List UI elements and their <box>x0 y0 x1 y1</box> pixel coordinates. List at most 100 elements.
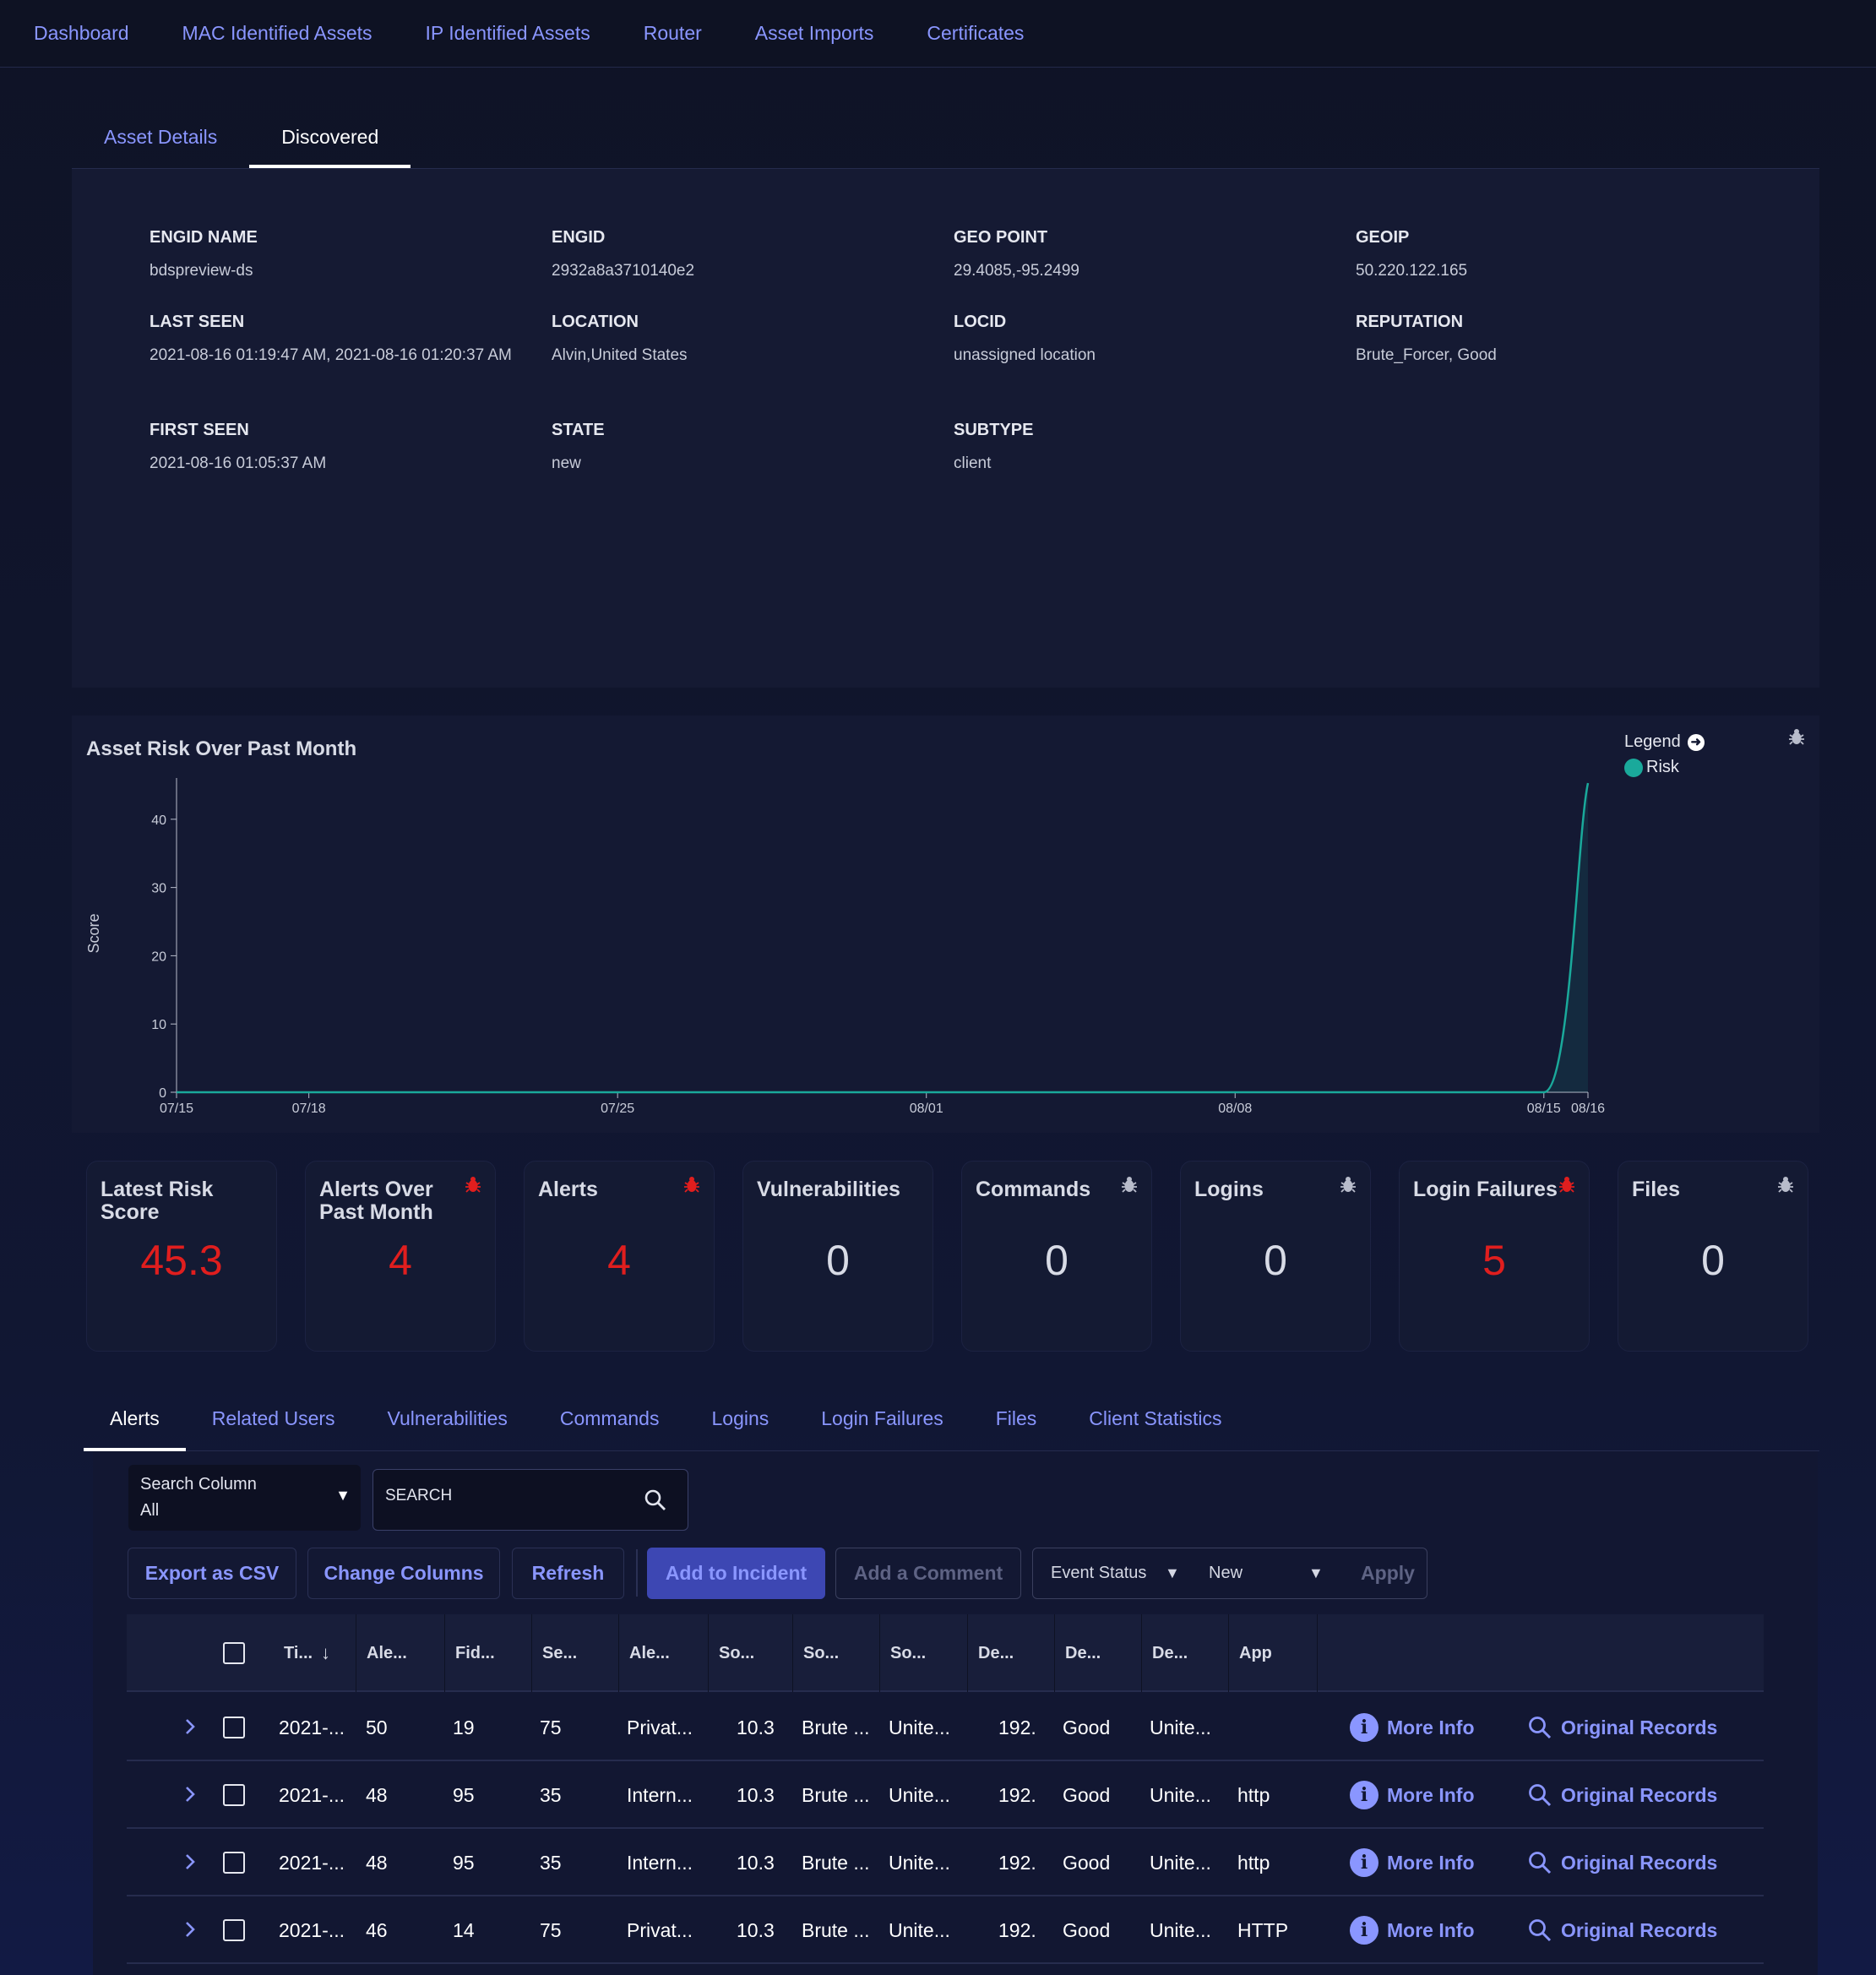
tab-asset-details[interactable]: Asset Details <box>104 126 218 148</box>
column-header[interactable]: Fid... <box>445 1614 532 1692</box>
more-info-link[interactable]: i More Info <box>1350 1896 1475 1964</box>
table-row[interactable]: 2021-... 48 95 35 Intern... 10.3 Brute ... Unit… <box>127 1761 1764 1829</box>
stat-card-login-failures[interactable]: Login Failures 5 <box>1399 1161 1590 1352</box>
stat-card-vulnerabilities[interactable]: Vulnerabilities 0 <box>742 1161 933 1352</box>
add-to-incident-button[interactable]: Add to Incident <box>647 1548 825 1599</box>
nav-asset-imports[interactable]: Asset Imports <box>754 22 874 44</box>
add-comment-button[interactable]: Add a Comment <box>835 1548 1021 1599</box>
tab-related-users[interactable]: Related Users <box>211 1407 335 1429</box>
risk-chart: Score 0 10 20 30 40 07/15 07/18 07/25 08/01 08/08… <box>85 778 1605 1116</box>
reputation-value: Brute_Forcer, Good <box>1356 346 1497 364</box>
original-records-link[interactable]: Original Records <box>1527 1761 1717 1829</box>
column-header[interactable]: De... <box>1142 1614 1229 1692</box>
reputation-field: REPUTATION Brute_Forcer, Good <box>1356 313 1736 367</box>
legend-toggle[interactable]: Legend ➜ <box>1624 732 1705 752</box>
nav-mac-identified-assets[interactable]: MAC Identified Assets <box>182 22 372 44</box>
column-header[interactable]: De... <box>1055 1614 1142 1692</box>
change-columns-button[interactable]: Change Columns <box>307 1548 500 1599</box>
search-input[interactable] <box>385 1487 639 1505</box>
status-value-select[interactable]: New <box>1209 1564 1243 1582</box>
original-records-link[interactable]: Original Records <box>1527 1694 1717 1761</box>
event-status-select[interactable]: Event Status <box>1051 1564 1147 1582</box>
chevron-right-icon[interactable] <box>181 1717 199 1736</box>
location-label: LOCATION <box>552 313 639 331</box>
refresh-button[interactable]: Refresh <box>512 1548 624 1599</box>
stat-card-latest-risk-score[interactable]: Latest Risk Score 45.3 <box>86 1161 277 1352</box>
search-icon[interactable] <box>644 1488 667 1512</box>
column-header[interactable]: De... <box>968 1614 1055 1692</box>
nav-dashboard[interactable]: Dashboard <box>34 22 129 44</box>
column-header[interactable]: App <box>1229 1614 1318 1692</box>
original-records-link[interactable]: Original Records <box>1527 1896 1717 1964</box>
more-info-link[interactable]: i More Info <box>1350 1829 1475 1896</box>
table-cell: 95 <box>453 1852 475 1874</box>
table-cell: 75 <box>540 1919 562 1941</box>
stat-card-alerts[interactable]: Alerts 4 <box>524 1161 715 1352</box>
stat-card-alerts-over-past-month[interactable]: Alerts Over Past Month 4 <box>305 1161 496 1352</box>
sort-down-icon[interactable]: ↓ <box>321 1642 330 1663</box>
bug-icon[interactable] <box>1788 727 1805 746</box>
tab-vulnerabilities[interactable]: Vulnerabilities <box>387 1407 508 1429</box>
table-cell: Good <box>1063 1717 1111 1738</box>
export-csv-button[interactable]: Export as CSV <box>128 1548 296 1599</box>
stat-card-commands[interactable]: Commands 0 <box>961 1161 1152 1352</box>
table-cell: Unite... <box>889 1784 950 1806</box>
column-header[interactable]: Ti... ↓ <box>274 1614 356 1692</box>
more-info-link[interactable]: i More Info <box>1350 1694 1475 1761</box>
nav-ip-identified-assets[interactable]: IP Identified Assets <box>425 22 590 44</box>
row-checkbox[interactable] <box>223 1784 245 1806</box>
table-cell: Unite... <box>1150 1784 1211 1806</box>
stat-card-files[interactable]: Files 0 <box>1618 1161 1808 1352</box>
column-header[interactable]: So... <box>709 1614 793 1692</box>
tab-client-statistics[interactable]: Client Statistics <box>1089 1407 1222 1429</box>
row-checkbox[interactable] <box>223 1717 245 1738</box>
table-row[interactable]: 2021-... 48 95 35 Intern... 10.3 Brute ... Unit… <box>127 1829 1764 1896</box>
bug-icon[interactable] <box>465 1175 481 1194</box>
bug-icon[interactable] <box>683 1175 700 1194</box>
row-checkbox[interactable] <box>223 1852 245 1874</box>
search-icon <box>1529 1852 1552 1874</box>
bug-icon[interactable] <box>1777 1175 1794 1194</box>
first-seen-label: FIRST SEEN <box>150 421 249 439</box>
tab-commands[interactable]: Commands <box>559 1407 660 1429</box>
original-records-link[interactable]: Original Records <box>1527 1829 1717 1896</box>
row-checkbox[interactable] <box>223 1919 245 1941</box>
bug-icon[interactable] <box>1121 1175 1138 1194</box>
table-row[interactable]: 2021-... 46 14 75 Privat... 10.3 Brute ... Unit… <box>127 1896 1764 1964</box>
engid-name-value: bdspreview-ds <box>150 262 253 280</box>
select-all-checkbox[interactable] <box>223 1642 245 1664</box>
table-cell: 192. <box>998 1784 1036 1806</box>
tab-files[interactable]: Files <box>995 1407 1037 1429</box>
nav-router[interactable]: Router <box>643 22 702 44</box>
table-cell: Privat... <box>627 1919 693 1941</box>
tab-login-failures[interactable]: Login Failures <box>821 1407 943 1429</box>
stat-card-logins[interactable]: Logins 0 <box>1180 1161 1371 1352</box>
engid-name-label: ENGID NAME <box>150 228 258 247</box>
more-info-label: More Info <box>1387 1919 1475 1941</box>
column-header[interactable]: So... <box>880 1614 968 1692</box>
chevron-right-icon[interactable] <box>181 1853 199 1871</box>
column-header[interactable]: Ale... <box>619 1614 709 1692</box>
toolbar-divider <box>636 1549 638 1597</box>
nav-certificates[interactable]: Certificates <box>927 22 1025 44</box>
geoip-field: GEOIP 50.220.122.165 <box>1356 228 1736 283</box>
apply-button[interactable]: Apply <box>1361 1562 1415 1584</box>
tab-logins[interactable]: Logins <box>711 1407 769 1429</box>
search-column-select[interactable]: Search Column All ▼ <box>128 1465 361 1531</box>
column-header[interactable]: Se... <box>532 1614 619 1692</box>
table-cell: Unite... <box>1150 1717 1211 1738</box>
column-header-label: De... <box>1152 1644 1188 1662</box>
tab-alerts[interactable]: Alerts <box>84 1394 186 1451</box>
more-info-link[interactable]: i More Info <box>1350 1761 1475 1829</box>
bug-icon[interactable] <box>1340 1175 1357 1194</box>
column-header[interactable]: Ale... <box>356 1614 445 1692</box>
chevron-right-icon[interactable] <box>181 1785 199 1804</box>
tab-discovered[interactable]: Discovered <box>249 114 411 168</box>
chevron-right-icon[interactable] <box>181 1920 199 1939</box>
bug-icon[interactable] <box>1558 1175 1575 1194</box>
table-cell: Good <box>1063 1852 1111 1874</box>
legend-item-risk[interactable]: Risk <box>1624 758 1679 777</box>
column-header[interactable]: So... <box>793 1614 880 1692</box>
table-row[interactable]: 2021-... 50 19 75 Privat... 10.3 Brute ... Unit… <box>127 1694 1764 1761</box>
column-header-label: Se... <box>542 1644 578 1662</box>
